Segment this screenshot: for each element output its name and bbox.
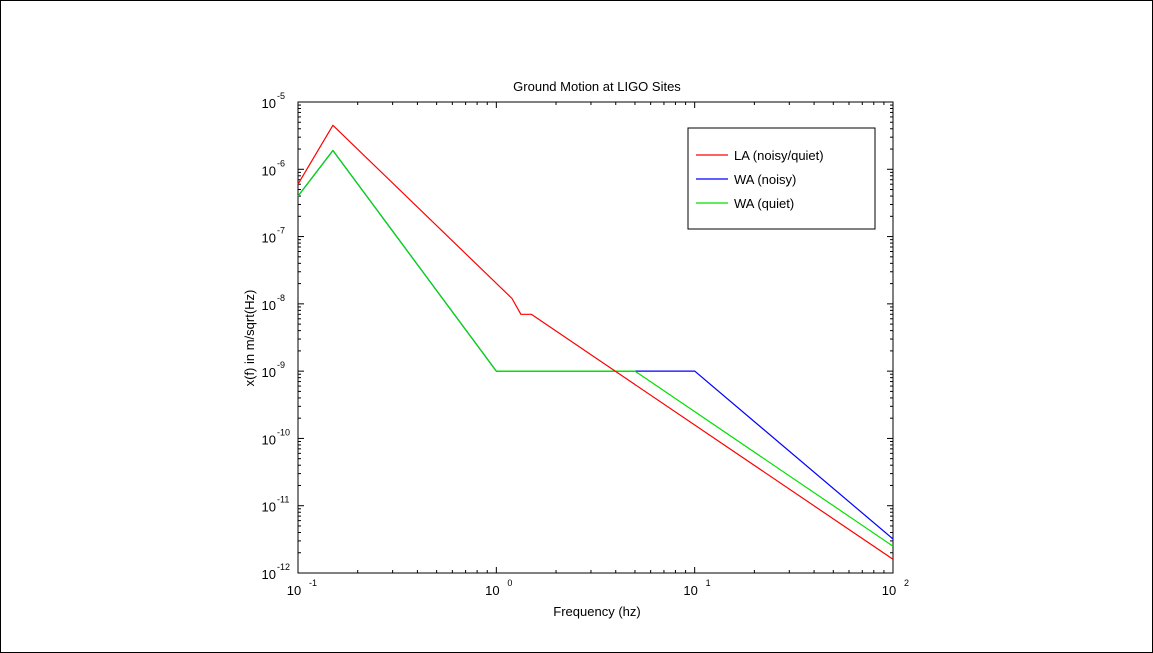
x-tick-label: 10: [485, 583, 499, 598]
legend-label-2: WA (noisy): [734, 172, 796, 187]
y-tick-label: 10: [262, 365, 276, 380]
x-tick-label: 10: [683, 583, 697, 598]
y-tick-label: 10: [262, 96, 276, 111]
series-line-1: [297, 124, 894, 560]
chart-title: Ground Motion at LIGO Sites: [513, 79, 681, 94]
y-tick-label-exponent: -5: [277, 91, 285, 101]
x-tick-label-exponent: 2: [904, 578, 909, 588]
legend-label-1: LA (noisy/quiet): [734, 148, 824, 163]
y-tick-label: 10: [262, 231, 276, 246]
y-tick-label: 10: [262, 298, 276, 313]
x-tick-label-exponent: 0: [507, 578, 512, 588]
x-tick-label: 10: [882, 583, 896, 598]
y-axis-label: x(f) in m/sqrt(Hz): [242, 290, 257, 387]
y-tick-label-exponent: -9: [277, 360, 285, 370]
legend-label-3: WA (quiet): [734, 196, 794, 211]
y-tick-label-exponent: -11: [277, 495, 289, 505]
y-tick-label-exponent: -8: [277, 293, 285, 303]
y-tick-label-exponent: -10: [277, 427, 290, 437]
x-tick-label: 10: [287, 583, 301, 598]
x-axis-label: Frequency (hz): [553, 604, 640, 619]
y-tick-label: 10: [262, 163, 276, 178]
y-tick-label: 10: [262, 500, 276, 515]
series-line-3: [297, 149, 894, 547]
y-tick-label: 10: [262, 432, 276, 447]
y-tick-label-exponent: -7: [277, 226, 285, 236]
y-tick-label-exponent: -6: [277, 158, 285, 168]
y-tick-label-exponent: -12: [277, 562, 290, 572]
y-tick-label: 10: [262, 567, 276, 582]
x-tick-label-exponent: 1: [706, 578, 711, 588]
x-tick-label-exponent: -1: [309, 578, 317, 588]
